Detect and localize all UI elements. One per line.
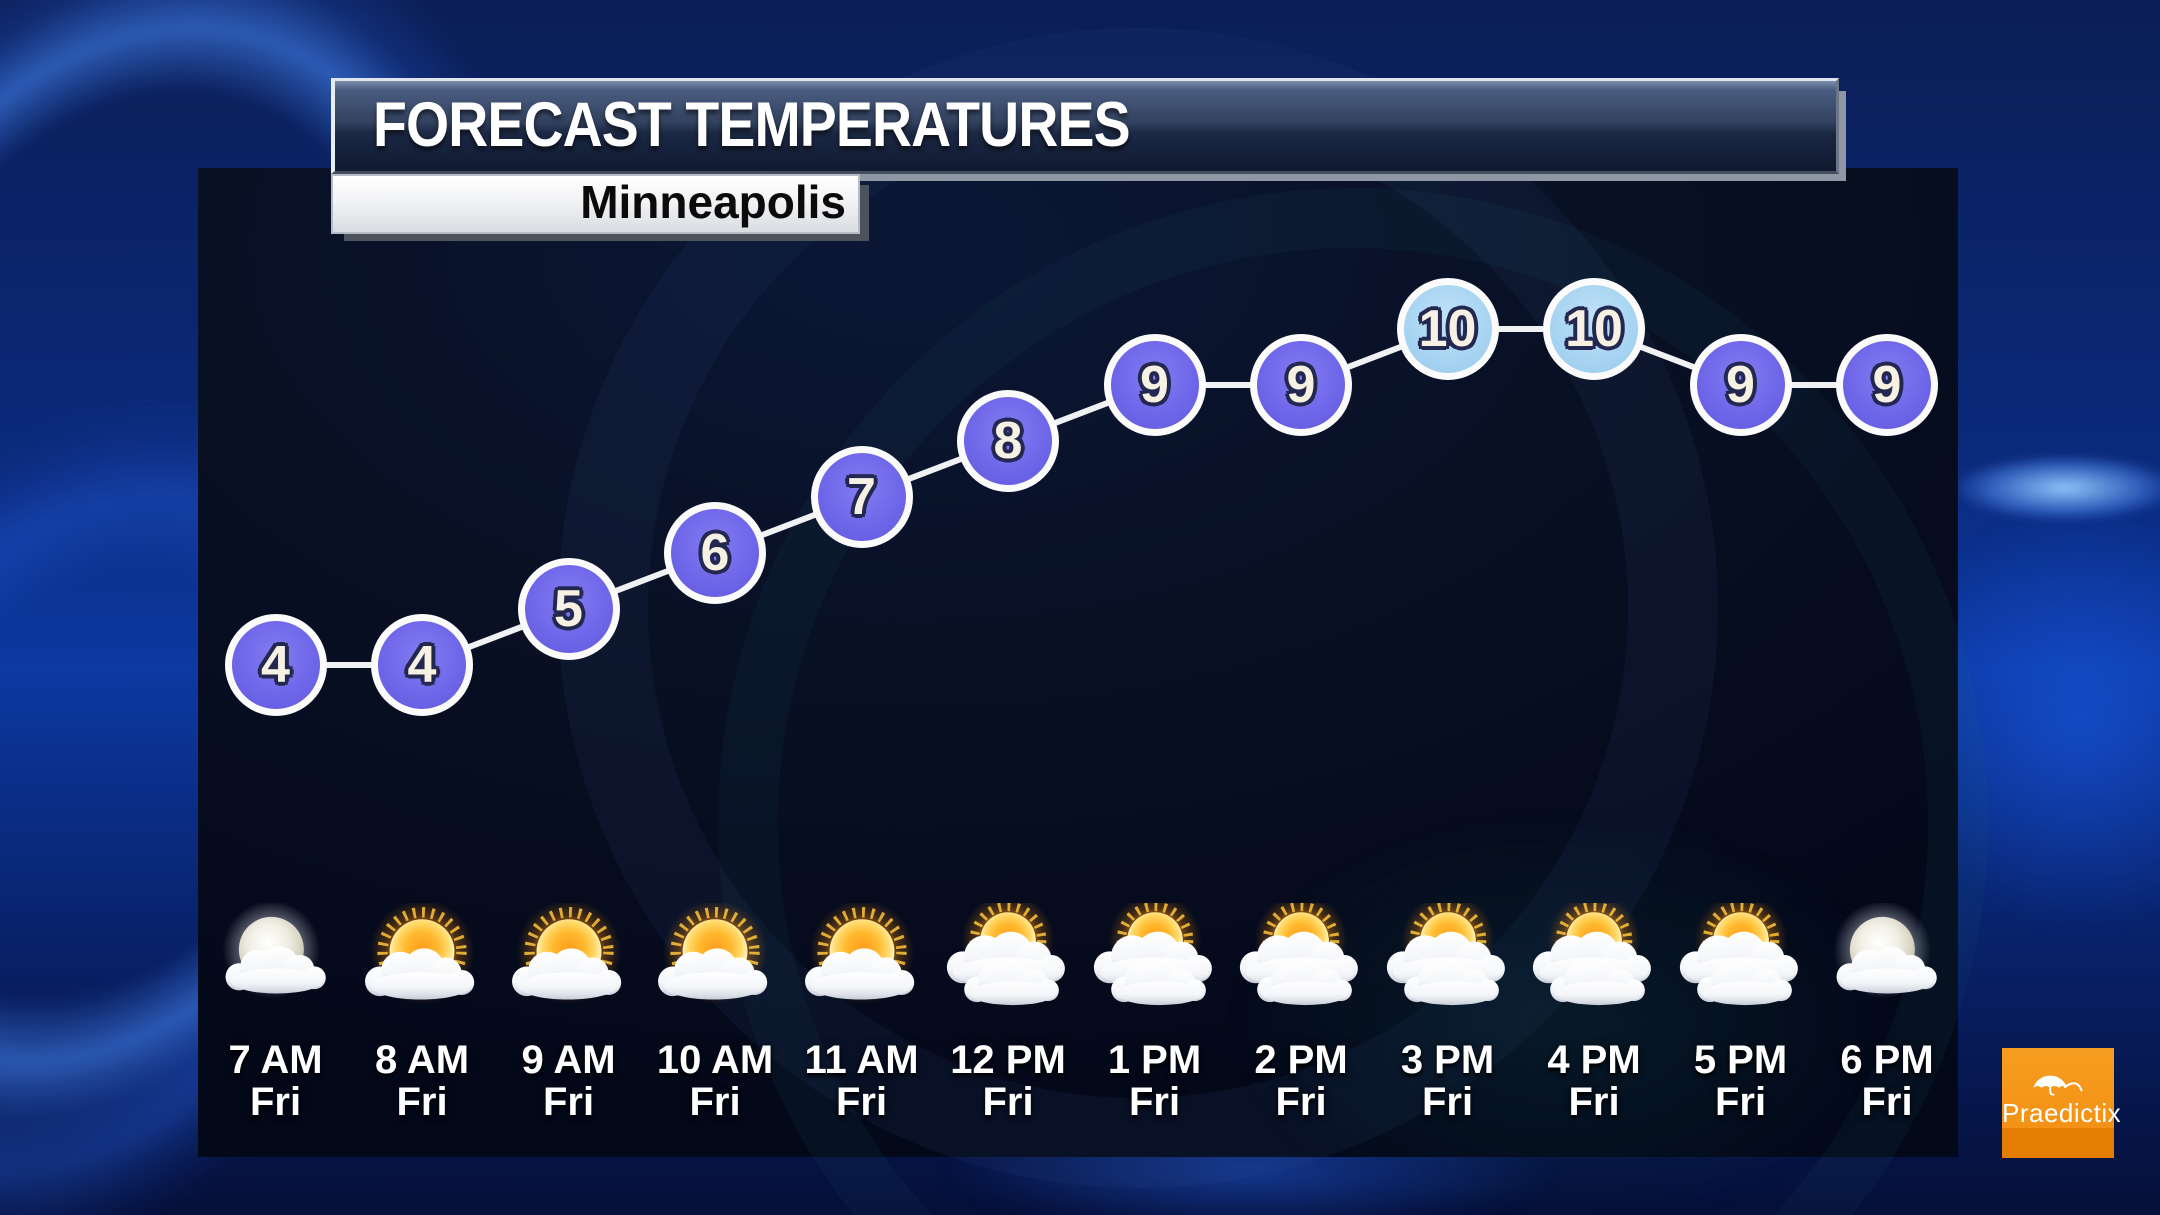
partly-cloudy-night-icon xyxy=(206,900,346,1019)
temperature-point: 5 xyxy=(517,558,620,660)
hour-label: 8 AM xyxy=(374,1038,470,1082)
temperature-value: 10 xyxy=(1565,300,1623,358)
day-label: Fri xyxy=(982,1080,1034,1124)
temperature-value: 9 xyxy=(1286,356,1316,414)
hour-label: 2 PM xyxy=(1254,1038,1348,1082)
hour-label: 10 AM xyxy=(656,1038,774,1082)
mostly-sunny-icon xyxy=(499,899,639,1019)
temperature-value: 10 xyxy=(1418,300,1477,358)
location-label: Minneapolis xyxy=(580,176,846,228)
temperature-value: 7 xyxy=(847,468,876,526)
praedictix-logo: Praedictix xyxy=(2002,1048,2122,1158)
mostly-sunny-icon xyxy=(645,899,785,1019)
location-bar: Minneapolis xyxy=(331,174,860,234)
title-bar: FORECAST TEMPERATURES xyxy=(331,78,1839,174)
day-label: Fri xyxy=(1421,1080,1474,1124)
day-label: Fri xyxy=(542,1080,595,1124)
day-label: Fri xyxy=(1128,1080,1181,1124)
temperature-value: 8 xyxy=(993,412,1023,470)
day-label: Fri xyxy=(396,1080,448,1124)
partly-sunny-icon xyxy=(1378,893,1518,1019)
hour-label: 6 PM xyxy=(1840,1038,1934,1082)
partly-sunny-icon xyxy=(938,893,1078,1019)
temperature-point: 9 xyxy=(1689,334,1792,436)
temperature-value: 4 xyxy=(261,636,290,694)
hour-label: 5 PM xyxy=(1693,1038,1788,1082)
temperature-value: 9 xyxy=(1726,356,1755,414)
partly-sunny-icon xyxy=(1671,893,1811,1019)
hour-label: 9 AM xyxy=(521,1038,616,1082)
partly-sunny-icon xyxy=(1085,893,1225,1019)
temperature-value: 9 xyxy=(1872,356,1902,414)
day-label: Fri xyxy=(689,1080,741,1124)
mostly-sunny-icon xyxy=(352,899,492,1019)
temperature-value: 5 xyxy=(554,580,583,638)
temperature-point: 9 xyxy=(1836,334,1938,436)
temperature-point: 4 xyxy=(224,614,327,716)
temperature-point: 7 xyxy=(810,446,913,548)
day-label: Fri xyxy=(1568,1080,1620,1124)
temperature-point: 9 xyxy=(1250,334,1352,436)
hour-label: 7 AM xyxy=(228,1038,323,1082)
temperature-point: 8 xyxy=(957,390,1059,492)
temperature-value: 6 xyxy=(700,524,730,582)
temperature-value: 4 xyxy=(407,636,437,694)
hour-label: 1 PM xyxy=(1107,1038,1202,1082)
day-label: Fri xyxy=(249,1080,302,1124)
umbrella-icon xyxy=(2033,1075,2083,1096)
logo-text: Praedictix xyxy=(2002,1098,2122,1128)
partly-sunny-icon xyxy=(1524,893,1664,1019)
hour-label: 12 PM xyxy=(950,1038,1066,1082)
temperature-point: 6 xyxy=(664,502,766,604)
day-label: Fri xyxy=(1275,1080,1327,1124)
page-title: FORECAST TEMPERATURES xyxy=(373,90,1131,160)
day-label: Fri xyxy=(1861,1080,1913,1124)
temperature-point: 10 xyxy=(1396,278,1499,380)
mostly-sunny-icon xyxy=(792,899,932,1019)
temperature-point: 4 xyxy=(371,614,473,716)
partly-cloudy-night-icon xyxy=(1817,900,1957,1019)
day-label: Fri xyxy=(835,1080,888,1124)
hour-label: 4 PM xyxy=(1547,1038,1641,1082)
logo-bottom-strip xyxy=(2002,1128,2114,1158)
temperature-value: 9 xyxy=(1140,356,1169,414)
partly-sunny-icon xyxy=(1231,893,1371,1019)
hour-label: 3 PM xyxy=(1400,1038,1495,1082)
hour-label: 11 AM xyxy=(804,1038,919,1082)
temperature-point: 9 xyxy=(1103,334,1206,436)
temperature-point: 10 xyxy=(1543,278,1645,380)
day-label: Fri xyxy=(1714,1080,1767,1124)
